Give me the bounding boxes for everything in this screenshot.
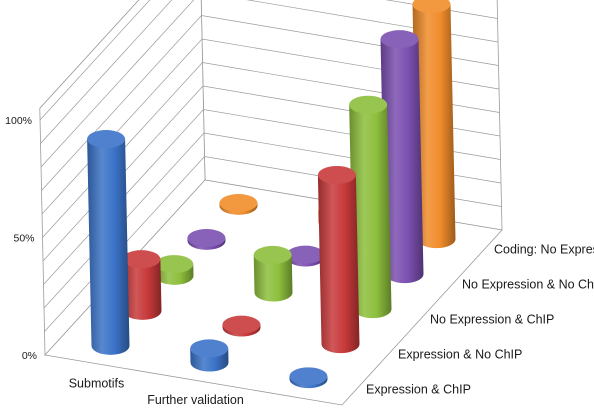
bar-no-expression-no-chip-submotifs	[187, 229, 226, 250]
bar-expression-no-chip-no-submotif	[317, 165, 360, 354]
series-label: Coding: No Expression & ChIP	[494, 243, 594, 257]
chart-bars	[87, 0, 456, 389]
y-tick-label: 0%	[22, 350, 37, 362]
y-tick-label: 100%	[5, 115, 32, 127]
y-tick-label: 50%	[13, 233, 34, 245]
bar-expression-no-chip-further-validation	[222, 315, 261, 337]
bar-no-expression-chip-submotifs	[155, 255, 194, 285]
series-label: No Expression & No ChIP	[462, 278, 594, 292]
category-label: Further validation	[147, 393, 244, 407]
bar-coding-no-expression-chip-submotifs	[219, 194, 258, 215]
bar-expression-chip-no-submotif	[289, 367, 328, 389]
bar-expression-chip-submotifs	[87, 130, 130, 355]
bar-no-expression-chip-no-submotif	[349, 95, 392, 319]
series-label: No Expression & ChIP	[430, 313, 554, 327]
chart-labels: 0% 50% 100% Submotifs Further validation No s…	[5, 115, 594, 411]
gridline	[39, 0, 151, 121]
series-label: Expression & ChIP	[366, 383, 471, 397]
gridline	[40, 0, 498, 144]
gridline	[40, 0, 499, 168]
bar-expression-chip-further-validation	[190, 339, 229, 372]
bar-coding-no-expression-chip-no-submotif	[412, 0, 456, 249]
series-label: Expression & No ChIP	[398, 348, 522, 362]
bar-no-expression-chip-further-validation	[253, 245, 293, 302]
bar-no-expression-no-chip-no-submotif	[380, 30, 424, 284]
category-label: Submotifs	[69, 376, 125, 390]
bar-no-expression-no-chip-further-validation	[286, 245, 325, 267]
bar-expression-no-chip-submotifs	[122, 250, 162, 320]
category-label: No submotif	[261, 410, 328, 411]
